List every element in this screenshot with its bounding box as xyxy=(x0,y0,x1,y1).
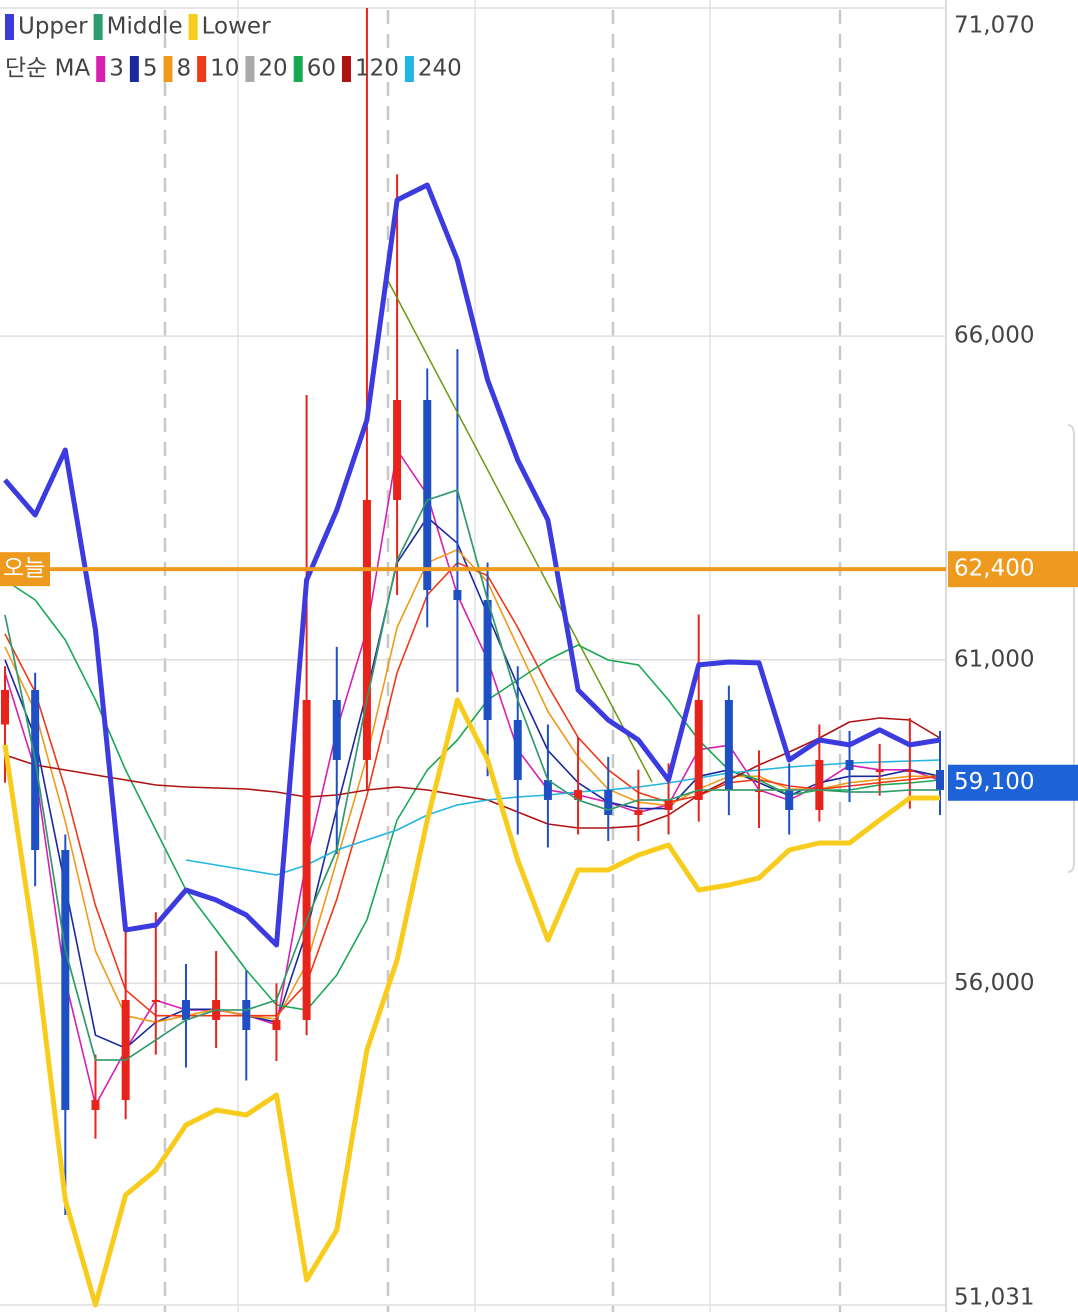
legend-swatch xyxy=(96,56,106,82)
legend-label: 60 xyxy=(307,56,336,82)
candle-body xyxy=(513,719,522,780)
line-series xyxy=(4,548,940,1023)
y-tick-label: 71,070 xyxy=(954,13,1034,39)
candle-body xyxy=(121,999,130,1100)
candles xyxy=(1,8,944,1215)
legend-swatch xyxy=(5,14,14,40)
legend-swatch xyxy=(93,14,103,40)
candle-body xyxy=(423,399,432,590)
legend-label: Upper xyxy=(18,14,88,40)
line-series xyxy=(3,182,941,948)
candle-body xyxy=(453,589,462,600)
legend-swatch xyxy=(245,56,255,82)
candle-body xyxy=(634,809,643,815)
line-series xyxy=(4,449,941,1106)
line-series xyxy=(4,489,940,1061)
candle-body xyxy=(1,689,9,725)
bollinger-bands xyxy=(2,182,941,1308)
candle-body xyxy=(302,699,311,1020)
candle-body xyxy=(724,699,733,790)
moving-averages xyxy=(4,449,941,1106)
legend-label: 8 xyxy=(177,56,192,82)
line-series xyxy=(185,759,941,876)
candle-body xyxy=(181,999,190,1020)
y-tick-label: 61,000 xyxy=(954,646,1034,672)
legend-swatch xyxy=(197,56,207,82)
price-markers: 오늘 62,400 59,100 xyxy=(0,551,1078,801)
candle-body xyxy=(543,779,552,800)
candle-body xyxy=(483,599,492,720)
time-grid xyxy=(163,0,842,1312)
grid: 71,070 66,000 61,000 56,000 51,031 xyxy=(0,7,1034,1311)
legend-label: 20 xyxy=(258,56,287,82)
legend-label: 5 xyxy=(143,56,158,82)
candle-body xyxy=(362,499,371,760)
candle-body xyxy=(332,699,341,760)
legend-swatch xyxy=(129,56,139,82)
candle-body xyxy=(905,769,914,772)
candle-body xyxy=(604,789,613,815)
line-series xyxy=(4,579,941,1011)
trend-line-drawing[interactable] xyxy=(384,274,653,783)
candle-body xyxy=(91,1099,100,1110)
candle-body xyxy=(151,999,160,1002)
today-price-box xyxy=(948,551,1078,588)
today-tag xyxy=(0,552,50,587)
candle-body xyxy=(242,999,251,1030)
candle-body xyxy=(845,759,854,770)
legend-swatch xyxy=(163,56,173,82)
legend-swatch xyxy=(293,56,303,82)
last-price-box xyxy=(948,764,1078,801)
line-series xyxy=(2,697,940,1308)
last-price-label: 59,100 xyxy=(954,769,1034,795)
y-tick-label: 66,000 xyxy=(954,323,1034,349)
today-price-label: 62,400 xyxy=(954,556,1034,582)
candle-body xyxy=(785,789,794,810)
candle-body xyxy=(272,1019,281,1030)
line-series xyxy=(4,516,941,1049)
y-tick-label: 51,031 xyxy=(954,1285,1034,1311)
candle-body xyxy=(664,799,673,810)
scroll-handle[interactable] xyxy=(1067,424,1075,873)
candle-body xyxy=(694,699,703,800)
legend: Upper Middle Lower 단순 MA 3 5 8 10 20 60 120 240 xyxy=(5,14,462,82)
today-tag-label: 오늘 xyxy=(3,556,45,582)
candle-body xyxy=(815,759,824,810)
legend-label: Middle xyxy=(107,14,183,40)
legend-title: 단순 MA xyxy=(5,56,90,82)
candle-body xyxy=(936,769,944,790)
legend-label: 10 xyxy=(210,56,239,82)
legend-swatch xyxy=(404,56,414,82)
legend-swatch xyxy=(188,14,198,40)
candle-body xyxy=(755,789,764,792)
candle-body xyxy=(61,849,70,1110)
legend-swatch xyxy=(341,56,351,82)
legend-label: 3 xyxy=(109,56,124,82)
candle-body xyxy=(31,689,40,850)
candle-body xyxy=(574,789,583,800)
line-series xyxy=(4,489,940,1061)
candle-body xyxy=(875,769,884,772)
candle-body xyxy=(393,399,402,500)
line-series xyxy=(4,717,941,829)
legend-label: Lower xyxy=(202,14,271,40)
legend-label: 240 xyxy=(418,56,462,82)
y-tick-label: 56,000 xyxy=(954,970,1034,996)
legend-label: 120 xyxy=(355,56,399,82)
